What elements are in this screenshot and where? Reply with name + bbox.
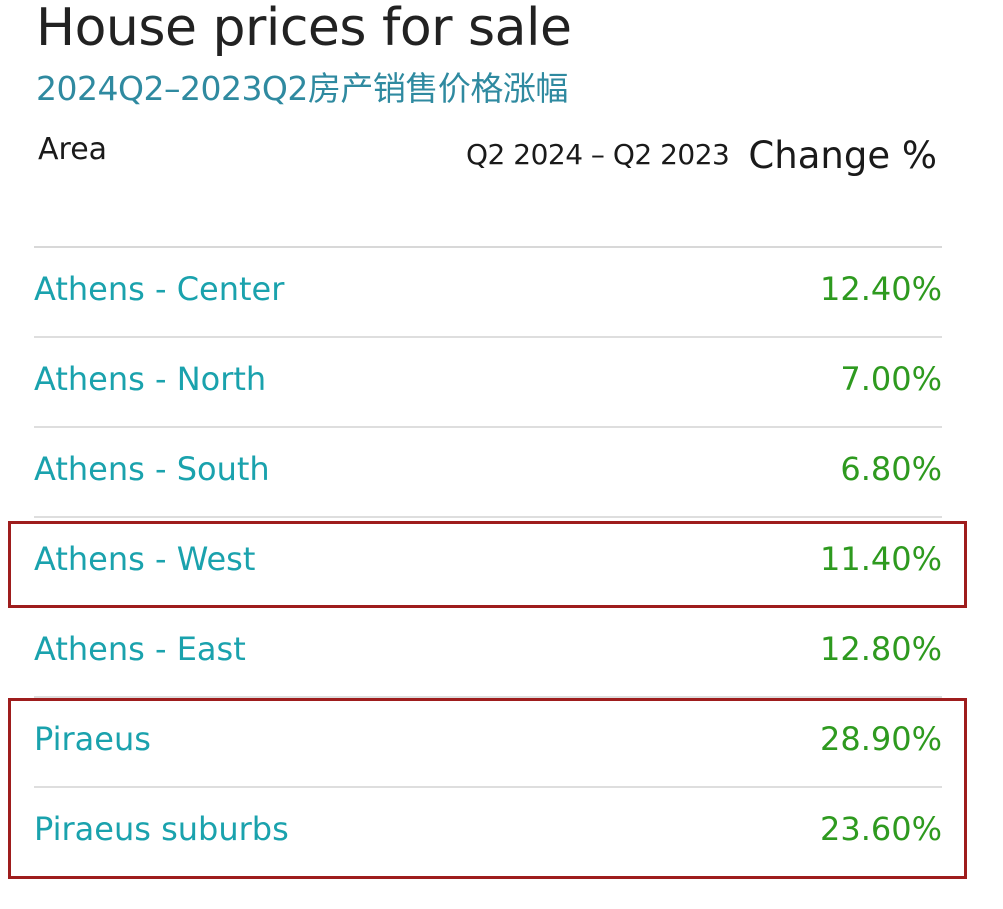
header-divider: [34, 246, 942, 248]
page-subtitle: 2024Q2–2023Q2房产销售价格涨幅: [36, 69, 568, 108]
row-change-value: 23.60%: [819, 810, 942, 848]
row-area-label: Athens - South: [34, 450, 270, 488]
row-change-value: 6.80%: [840, 450, 942, 488]
row-area-label: Athens - East: [34, 630, 246, 668]
table-row: Piraeus 28.90%: [34, 698, 942, 788]
table-row: Piraeus suburbs 23.60%: [34, 788, 942, 878]
row-divider: [34, 336, 942, 338]
row-change-value: 11.40%: [819, 540, 942, 578]
row-change-value: 7.00%: [840, 360, 942, 398]
row-divider: [34, 516, 942, 518]
row-change-value: 28.90%: [819, 720, 942, 758]
row-area-label: Piraeus: [34, 720, 151, 758]
column-header-change: Change %: [748, 134, 937, 177]
row-change-value: 12.40%: [819, 270, 942, 308]
row-divider: [34, 426, 942, 428]
row-divider: [34, 786, 942, 788]
page-title: House prices for sale: [36, 0, 572, 58]
table-row: Athens - East 12.80%: [34, 608, 942, 698]
column-header-area: Area: [38, 132, 108, 167]
row-area-label: Athens - North: [34, 360, 267, 398]
table-row: Athens - West 11.40%: [34, 518, 942, 608]
row-area-label: Athens - Center: [34, 270, 285, 308]
row-divider: [34, 696, 942, 698]
row-area-label: Piraeus suburbs: [34, 810, 289, 848]
row-change-value: 12.80%: [819, 630, 942, 668]
table-row: Athens - South 6.80%: [34, 428, 942, 518]
table-row: Athens - North 7.00%: [34, 338, 942, 428]
table-row: Athens - Center 12.40%: [34, 248, 942, 338]
row-area-label: Athens - West: [34, 540, 256, 578]
column-header-period: Q2 2024 – Q2 2023: [466, 138, 730, 171]
